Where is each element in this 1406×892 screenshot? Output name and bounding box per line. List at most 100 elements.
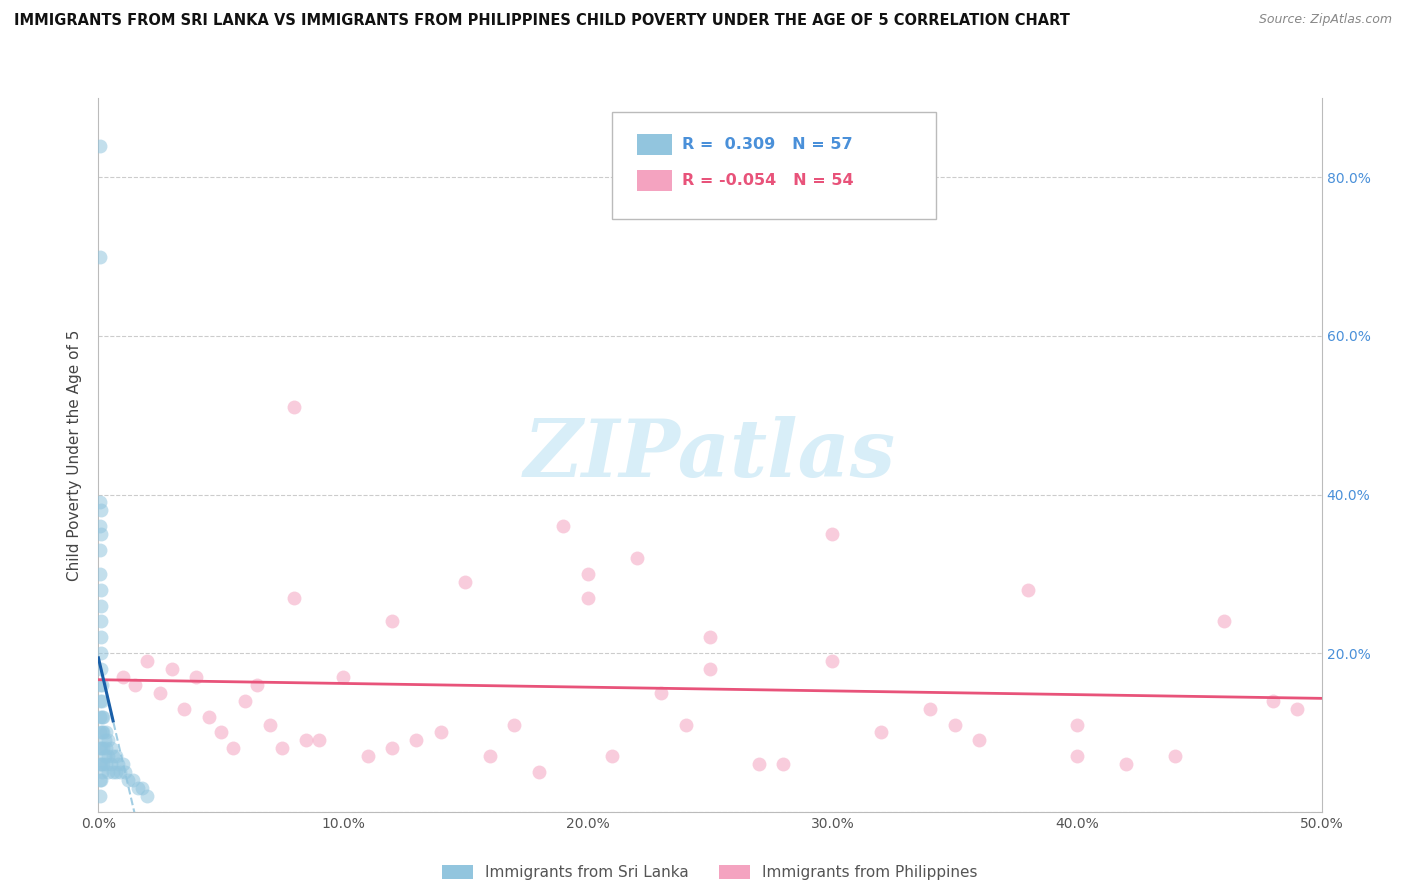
- Point: [91, 709, 114, 723]
- Point: [356, 749, 378, 764]
- Point: [121, 772, 143, 787]
- Point: [430, 725, 453, 739]
- Point: [160, 662, 183, 676]
- Point: [1212, 615, 1234, 629]
- Point: [527, 765, 550, 780]
- Point: [90, 741, 112, 756]
- FancyBboxPatch shape: [637, 134, 672, 155]
- FancyBboxPatch shape: [637, 169, 672, 191]
- Point: [1066, 717, 1088, 731]
- Point: [124, 678, 146, 692]
- Point: [650, 686, 672, 700]
- Point: [104, 749, 127, 764]
- Y-axis label: Child Poverty Under the Age of 5: Child Poverty Under the Age of 5: [67, 329, 83, 581]
- Point: [89, 757, 111, 772]
- Point: [91, 694, 114, 708]
- Point: [90, 615, 112, 629]
- Point: [91, 741, 114, 756]
- Point: [136, 654, 159, 668]
- Point: [89, 566, 111, 581]
- Point: [503, 717, 526, 731]
- FancyBboxPatch shape: [612, 112, 936, 219]
- Point: [1286, 701, 1309, 715]
- Point: [117, 772, 139, 787]
- Point: [94, 725, 117, 739]
- Point: [173, 701, 195, 715]
- Point: [308, 733, 330, 747]
- Point: [107, 757, 129, 772]
- Point: [209, 725, 232, 739]
- Point: [93, 749, 115, 764]
- Point: [89, 709, 111, 723]
- Point: [90, 646, 112, 660]
- Point: [89, 741, 111, 756]
- Point: [114, 765, 136, 780]
- Point: [1066, 749, 1088, 764]
- Point: [699, 630, 721, 644]
- Text: R = -0.054   N = 54: R = -0.054 N = 54: [682, 173, 853, 187]
- Point: [478, 749, 501, 764]
- Point: [233, 694, 256, 708]
- Point: [90, 630, 112, 644]
- Point: [295, 733, 318, 747]
- Point: [90, 503, 112, 517]
- Point: [110, 765, 132, 780]
- Point: [136, 789, 159, 803]
- Point: [90, 599, 112, 613]
- Point: [270, 741, 294, 756]
- Point: [967, 733, 990, 747]
- Point: [111, 757, 134, 772]
- Point: [772, 757, 794, 772]
- Point: [89, 250, 111, 264]
- Point: [381, 741, 404, 756]
- Point: [821, 654, 844, 668]
- Point: [100, 741, 122, 756]
- Point: [127, 780, 149, 795]
- Point: [89, 725, 111, 739]
- Point: [97, 733, 120, 747]
- Text: R =  0.309   N = 57: R = 0.309 N = 57: [682, 137, 852, 152]
- Text: Source: ZipAtlas.com: Source: ZipAtlas.com: [1258, 13, 1392, 27]
- Point: [89, 519, 111, 533]
- Point: [91, 709, 114, 723]
- Point: [748, 757, 770, 772]
- Point: [246, 678, 269, 692]
- Point: [222, 741, 245, 756]
- Point: [454, 574, 477, 589]
- Point: [100, 757, 122, 772]
- Point: [197, 709, 219, 723]
- Point: [870, 725, 893, 739]
- Point: [111, 670, 134, 684]
- Point: [600, 749, 623, 764]
- Point: [381, 615, 404, 629]
- Point: [97, 749, 120, 764]
- Point: [90, 582, 112, 597]
- Point: [283, 401, 305, 415]
- Point: [91, 765, 114, 780]
- Text: IMMIGRANTS FROM SRI LANKA VS IMMIGRANTS FROM PHILIPPINES CHILD POVERTY UNDER THE: IMMIGRANTS FROM SRI LANKA VS IMMIGRANTS …: [14, 13, 1070, 29]
- Point: [576, 566, 599, 581]
- Point: [259, 717, 281, 731]
- Point: [90, 662, 112, 676]
- Point: [89, 543, 111, 558]
- Point: [90, 527, 112, 541]
- Text: ZIPatlas: ZIPatlas: [524, 417, 896, 493]
- Point: [91, 725, 114, 739]
- Point: [94, 741, 117, 756]
- Point: [97, 765, 120, 780]
- Point: [90, 772, 112, 787]
- Point: [553, 519, 575, 533]
- Point: [89, 789, 111, 803]
- Point: [576, 591, 599, 605]
- Point: [89, 694, 111, 708]
- Point: [101, 765, 124, 780]
- Point: [626, 551, 648, 566]
- Point: [943, 717, 966, 731]
- Point: [405, 733, 427, 747]
- Point: [90, 757, 112, 772]
- Point: [186, 670, 208, 684]
- Point: [920, 701, 942, 715]
- Point: [699, 662, 721, 676]
- Point: [131, 780, 153, 795]
- Point: [1261, 694, 1284, 708]
